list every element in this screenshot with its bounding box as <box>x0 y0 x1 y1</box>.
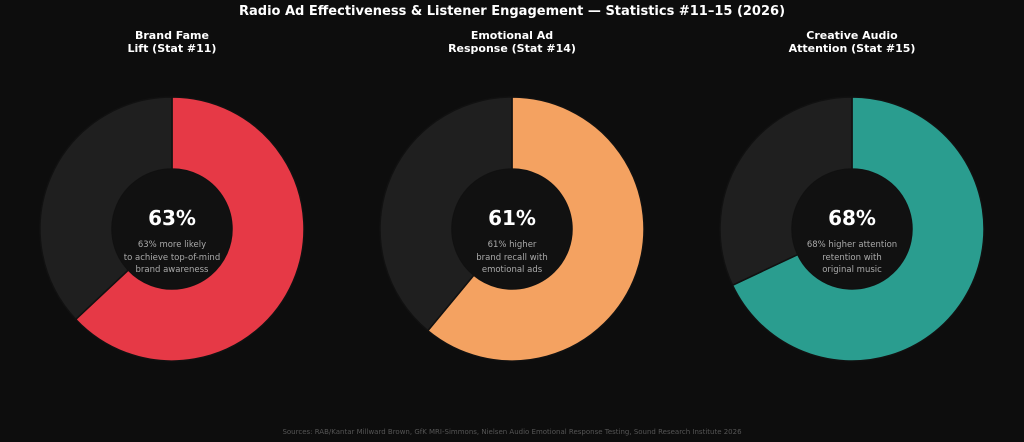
center-annotation: 63% more likely to achieve top-of-mind b… <box>123 240 221 275</box>
donut-hole <box>452 169 572 289</box>
center-annotation: 61% higher brand recall with emotional a… <box>476 240 548 275</box>
donut-hole <box>792 169 912 289</box>
center-value-label: 63% <box>148 206 196 230</box>
center-annotation: 68% higher attention retention with orig… <box>806 240 898 275</box>
center-value-label: 61% <box>488 206 536 230</box>
center-value-label: 68% <box>828 206 876 230</box>
chart-title: Emotional Ad Response (Stat #14) <box>448 29 576 55</box>
source-note: Sources: RAB/Kantar Millward Brown, GfK … <box>282 428 742 436</box>
page-title: Radio Ad Effectiveness & Listener Engage… <box>238 4 786 19</box>
chart-title: Creative Audio Attention (Stat #15) <box>788 29 916 55</box>
chart-title: Brand Fame Lift (Stat #11) <box>127 29 217 55</box>
donut-hole <box>112 169 232 289</box>
